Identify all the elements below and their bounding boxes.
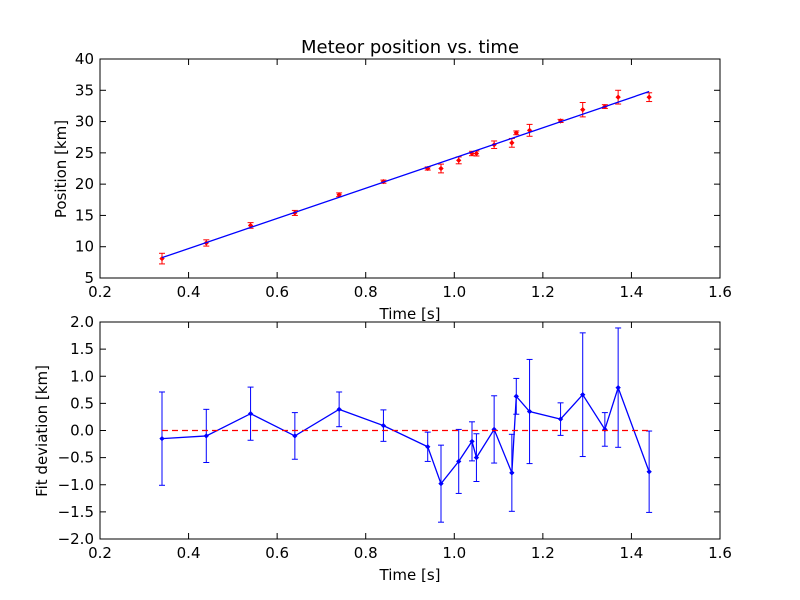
fit-line <box>161 90 650 259</box>
data-point <box>579 106 586 113</box>
x-tick-label: 0.2 <box>88 283 112 301</box>
data-point <box>438 165 444 172</box>
data-point <box>473 454 480 461</box>
y-tick-label: 15 <box>75 206 94 224</box>
data-point <box>336 406 342 413</box>
data-point <box>615 384 621 391</box>
y-axis-label: Fit deviation [km] <box>33 365 51 497</box>
x-tick-label: 1.4 <box>619 283 643 301</box>
y-axis-label: Position [km] <box>52 120 70 218</box>
x-tick-label: 1.4 <box>619 544 643 562</box>
y-tick-label: 1.5 <box>70 340 94 358</box>
data-point <box>473 150 480 157</box>
data-point <box>646 94 652 100</box>
x-tick-label: 1.2 <box>531 544 555 562</box>
data-point <box>292 433 298 439</box>
position-plot: Meteor position vs. time Position [km] T… <box>52 37 732 323</box>
x-tick-label: 0.2 <box>88 544 112 562</box>
series-group <box>159 327 653 523</box>
data-point <box>526 408 533 415</box>
x-tick-label: 1.2 <box>531 283 555 301</box>
y-tick-label: 10 <box>75 238 94 256</box>
data-point <box>159 435 165 442</box>
data-point <box>424 444 431 450</box>
data-point <box>557 416 564 422</box>
tick-group: 0.2 0.4 0.6 0.8 1.0 1.2 1.4 1.6 5 10 15 20 25 30 35 40 <box>75 50 732 301</box>
data-point <box>513 393 520 400</box>
y-tick-label: 0.0 <box>70 422 94 440</box>
x-axis-label: Time [s] <box>379 305 441 323</box>
data-point <box>469 438 475 445</box>
y-tick-label: 1.0 <box>70 367 94 385</box>
y-tick-label: 0.5 <box>70 394 94 412</box>
y-tick-label: 35 <box>75 81 94 99</box>
y-tick-label: 30 <box>75 113 94 131</box>
x-tick-label: 1.6 <box>708 544 732 562</box>
series-group <box>159 89 653 265</box>
y-tick-label: 2.0 <box>70 313 94 331</box>
x-tick-label: 0.4 <box>177 283 201 301</box>
data-point <box>438 480 444 487</box>
data-point <box>615 94 621 100</box>
x-tick-label: 1.0 <box>442 544 466 562</box>
deviation-plot: Fit deviation [km] Time [s] 0.2 0.4 0.6 0.8… <box>33 313 732 584</box>
data-point <box>509 470 515 476</box>
x-tick-label: 0.4 <box>177 544 201 562</box>
data-point <box>380 422 387 429</box>
data-point <box>646 468 652 475</box>
y-tick-label: −1.5 <box>58 503 94 521</box>
data-point <box>579 391 586 398</box>
y-tick-label: 20 <box>75 175 94 193</box>
plot-frame <box>99 321 721 540</box>
y-tick-label: −2.0 <box>58 530 94 548</box>
x-tick-label: 0.8 <box>354 544 378 562</box>
x-tick-label: 0.8 <box>354 283 378 301</box>
data-point <box>455 458 462 465</box>
data-point <box>247 410 254 417</box>
x-tick-label: 0.6 <box>265 544 289 562</box>
deviation-line <box>161 385 650 485</box>
tick-group: 0.2 0.4 0.6 0.8 1.0 1.2 1.4 1.6 −2.0 −1.5 −1.0 −0.5… <box>58 313 732 562</box>
y-tick-label: 40 <box>75 50 94 68</box>
x-axis-label: Time [s] <box>379 566 441 584</box>
x-tick-label: 1.0 <box>442 283 466 301</box>
chart-title: Meteor position vs. time <box>301 37 519 58</box>
data-point <box>513 130 520 136</box>
y-tick-label: −1.0 <box>58 476 94 494</box>
y-tick-label: 5 <box>84 269 94 287</box>
y-tick-label: 25 <box>75 144 94 162</box>
x-tick-label: 1.6 <box>708 283 732 301</box>
data-point <box>203 433 210 439</box>
data-point <box>455 157 462 164</box>
y-tick-label: −0.5 <box>58 449 94 467</box>
data-point <box>509 140 515 146</box>
plot-frame <box>99 58 721 279</box>
x-tick-label: 0.6 <box>265 283 289 301</box>
